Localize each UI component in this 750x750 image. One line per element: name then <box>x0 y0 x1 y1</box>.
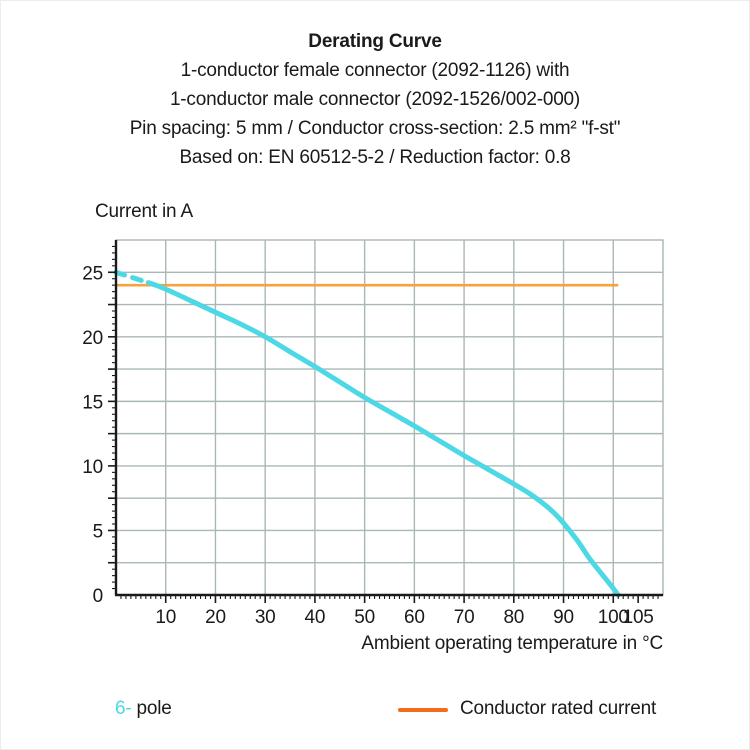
svg-text:70: 70 <box>454 607 475 628</box>
svg-text:15: 15 <box>82 392 103 413</box>
legend-pole-count: 6- <box>115 698 132 719</box>
svg-text:0: 0 <box>93 586 103 607</box>
legend-pole-label: pole <box>136 698 172 719</box>
chart-title: Derating Curve <box>308 31 442 52</box>
svg-text:25: 25 <box>82 263 103 284</box>
svg-text:80: 80 <box>503 607 524 628</box>
chart-area: 10 20 30 40 50 60 70 80 90 100 105 0 5 10 15 20 25 <box>80 230 680 630</box>
rated-current-line-swatch <box>398 708 448 712</box>
title-block: Derating Curve 1-conductor female connec… <box>0 27 750 172</box>
x-axis-title: Ambient operating temperature in °C <box>361 633 663 654</box>
subtitle-line-4: Based on: EN 60512-5-2 / Reduction facto… <box>179 147 571 168</box>
subtitle-line-3: Pin spacing: 5 mm / Conductor cross-sect… <box>129 118 621 139</box>
svg-text:5: 5 <box>93 521 103 542</box>
legend-pole-item: 6- pole <box>115 698 172 720</box>
legend-rated-item: Conductor rated current <box>398 698 656 720</box>
subtitle-line-1: 1-conductor female connector (2092-1126)… <box>180 60 570 81</box>
subtitle-line-2: 1-conductor male connector (2092-1526/00… <box>169 89 581 110</box>
svg-text:40: 40 <box>305 607 326 628</box>
legend-rated-label: Conductor rated current <box>460 698 657 719</box>
svg-text:10: 10 <box>155 607 176 628</box>
svg-text:50: 50 <box>354 607 375 628</box>
y-axis-title: Current in A <box>95 201 193 222</box>
svg-text:10: 10 <box>82 457 103 478</box>
svg-text:60: 60 <box>404 607 425 628</box>
svg-text:90: 90 <box>553 607 574 628</box>
svg-text:20: 20 <box>82 328 103 349</box>
svg-text:20: 20 <box>205 607 226 628</box>
svg-text:100: 100 <box>598 607 629 628</box>
svg-text:105: 105 <box>623 607 654 628</box>
svg-text:30: 30 <box>255 607 276 628</box>
